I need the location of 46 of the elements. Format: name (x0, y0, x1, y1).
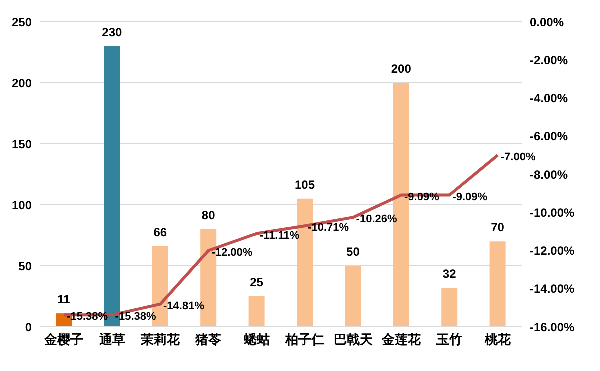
x-tick-label: 金樱子 (44, 332, 84, 348)
data-label: 230 (102, 25, 123, 40)
y-tick-label: 250 (12, 15, 32, 30)
y2-tick-label: -6.00% (530, 130, 568, 144)
data-label: -14.81% (164, 300, 205, 312)
data-label: 50 (346, 245, 360, 259)
x-tick-label: 茉莉花 (140, 332, 181, 348)
data-label: 11 (58, 292, 71, 307)
y2-tick-label: -10.00% (530, 206, 576, 220)
data-label: -10.71% (308, 222, 350, 234)
y-tick-label: 150 (12, 137, 32, 152)
y-tick-label: 0 (25, 320, 32, 334)
y2-tick-label: -12.00% (530, 244, 576, 258)
bar (345, 266, 362, 327)
x-tick-label: 金莲花 (381, 332, 422, 348)
x-tick-label: 猪苓 (194, 332, 222, 348)
data-label: 25 (250, 276, 264, 290)
y2-tick-label: -16.00% (530, 320, 576, 334)
x-tick-label: 玉竹 (436, 332, 463, 348)
x-tick-label: 柏子仁 (284, 332, 325, 348)
data-label: -9.09% (452, 191, 488, 204)
data-label: 200 (391, 62, 412, 76)
data-label: -10.26% (356, 214, 398, 226)
data-label: 66 (154, 225, 168, 240)
x-tick-label: 通草 (98, 332, 126, 348)
y-tick-label: 100 (12, 198, 32, 212)
data-label: 80 (202, 208, 216, 222)
data-label: 70 (491, 220, 505, 235)
data-label: -12.00% (212, 246, 253, 259)
bar (442, 288, 458, 327)
x-tick-label: 桃花 (484, 332, 512, 348)
y2-tick-label: -14.00% (530, 282, 576, 296)
y-tick-label: 200 (12, 76, 32, 90)
y-tick-label: 50 (18, 259, 32, 274)
data-label: -11.11% (260, 230, 300, 242)
y2-tick-label: -8.00% (530, 168, 568, 182)
x-tick-label: 巴戟天 (334, 332, 374, 348)
y2-tick-label: 0.00% (530, 15, 564, 30)
data-label: -7.00% (500, 151, 536, 164)
data-label: 105 (294, 178, 316, 192)
data-label: 32 (442, 266, 457, 281)
bar (490, 242, 506, 327)
y2-tick-label: -4.00% (530, 92, 568, 106)
bar (248, 296, 265, 327)
x-tick-label: 蟋蛄 (242, 332, 270, 348)
y2-tick-label: -2.00% (530, 53, 568, 68)
